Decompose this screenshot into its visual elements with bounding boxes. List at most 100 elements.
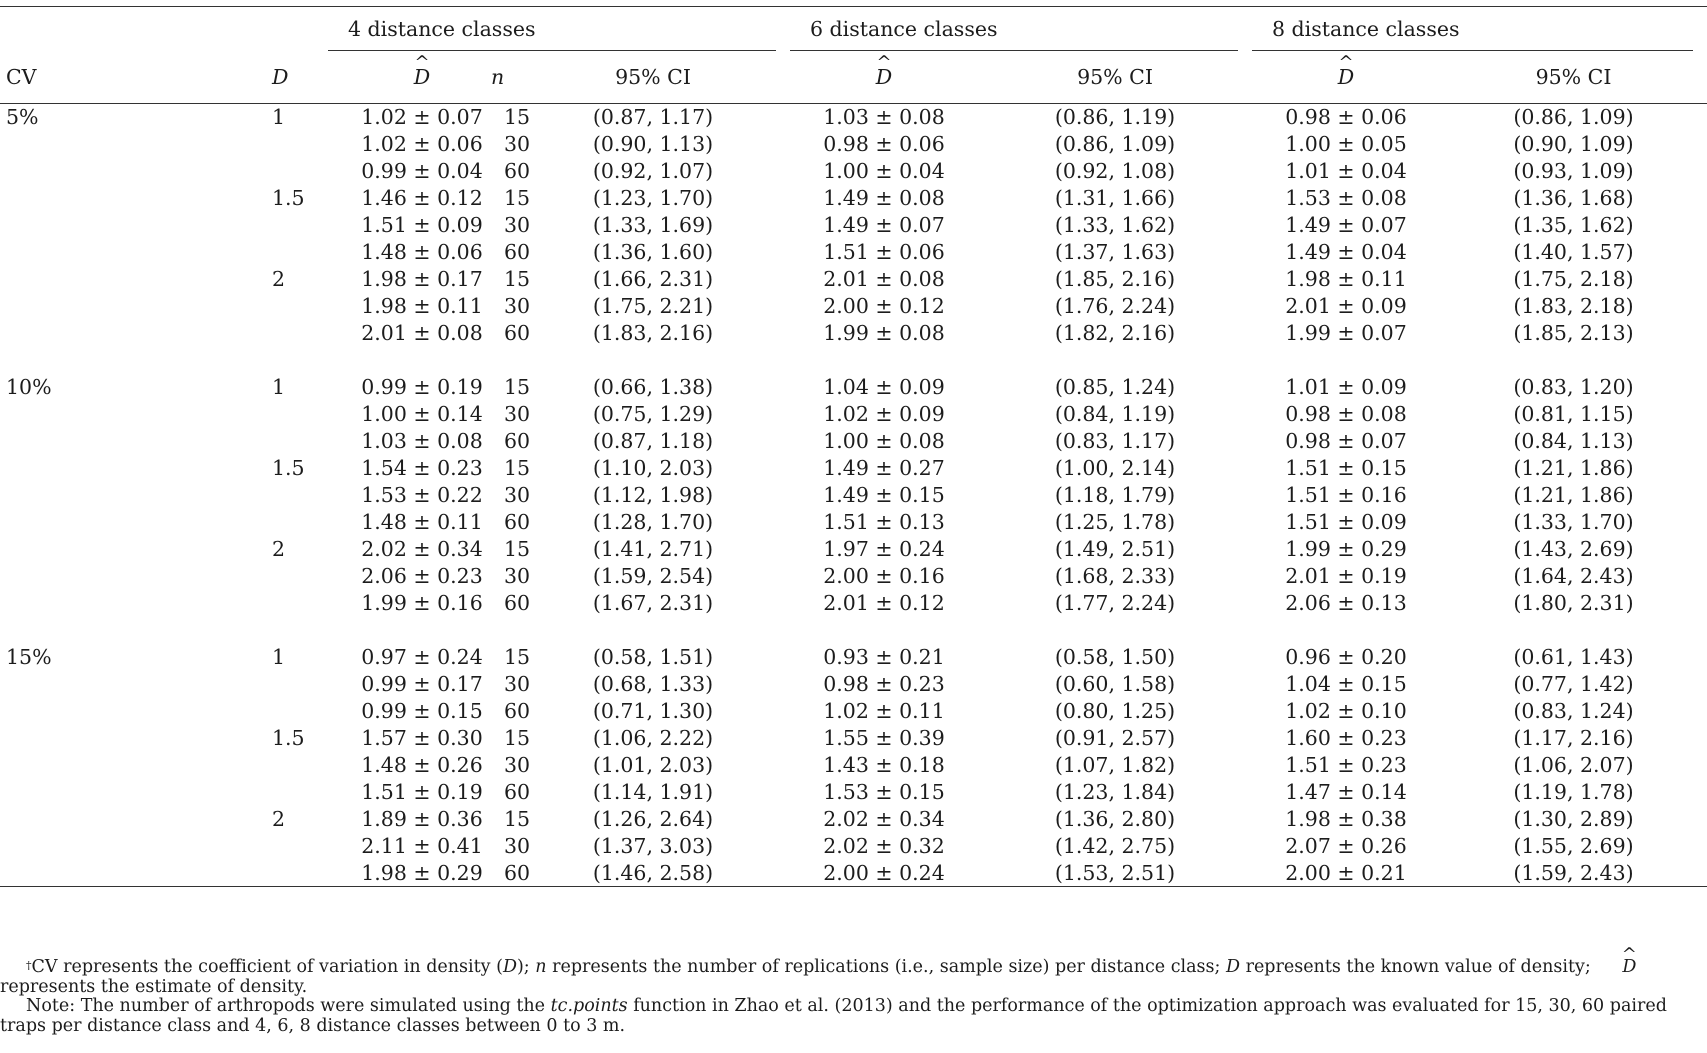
cell-ci: (1.33, 1.62) [1054,213,1176,237]
cell-ci: (1.37, 1.63) [1054,240,1176,264]
cell-n: 60 [504,510,531,534]
cell-ci: (1.75, 2.21) [592,294,714,318]
cell-cv [0,752,130,779]
cell-ci: (1.01, 2.03) [592,753,714,777]
cell-ci: (1.85, 2.13) [1513,321,1634,345]
table-row: 5% 1 15 1.02 ± 0.07 (0.87, 1.17) 1.03 ± 0.08 (… [0,104,1707,131]
cell-ci: (1.26, 2.64) [592,807,714,831]
cell-estimate: 1.51 ± 0.13 [823,510,945,534]
cell-ci: (1.35, 1.62) [1513,213,1634,237]
cell-estimate: 2.02 ± 0.34 [823,807,945,831]
cell-estimate: 1.51 ± 0.19 [361,780,483,804]
cell-n: 15 [504,645,531,669]
cell-cv [0,185,130,212]
cell-n: 30 [504,213,531,237]
cell-cv [0,698,130,725]
table-row: 60 0.99 ± 0.04 (0.92, 1.07) 1.00 ± 0.04 (0.9… [0,158,1707,185]
table-row: 2 15 2.02 ± 0.34 (1.41, 2.71) 1.97 ± 0.24 (1.… [0,536,1707,563]
cell-ci: (1.18, 1.79) [1054,483,1176,507]
cell-estimate: 0.98 ± 0.07 [1285,429,1407,453]
col-header-cv: CV [6,65,37,89]
cell-cv [0,428,130,455]
cell-d [130,482,246,509]
table-row: 1.5 15 1.46 ± 0.12 (1.23, 1.70) 1.49 ± 0.08 (… [0,185,1707,212]
cell-estimate: 0.96 ± 0.20 [1285,645,1407,669]
cell-estimate: 1.53 ± 0.08 [1285,186,1407,210]
cell-estimate: 1.98 ± 0.17 [361,267,483,291]
cell-n: 60 [504,591,531,615]
cell-d [130,860,246,887]
cell-n: 60 [504,321,531,345]
cell-estimate: 1.99 ± 0.16 [361,591,483,615]
cell-ci: (0.71, 1.30) [592,699,714,723]
cell-estimate: 1.51 ± 0.23 [1285,753,1407,777]
cell-ci: (1.07, 1.82) [1054,753,1176,777]
cell-estimate: 1.04 ± 0.09 [823,375,945,399]
cell-ci: (1.36, 1.68) [1513,186,1634,210]
cell-cv [0,320,130,347]
cell-n: 15 [504,807,531,831]
cell-estimate: 1.49 ± 0.04 [1285,240,1407,264]
cell-estimate: 1.48 ± 0.26 [361,753,483,777]
cell-ci: (1.41, 2.71) [592,537,714,561]
cell-cv [0,401,130,428]
cell-d [130,833,246,860]
table-row: 30 1.00 ± 0.14 (0.75, 1.29) 1.02 ± 0.09 (0.8… [0,401,1707,428]
cell-n: 60 [504,780,531,804]
cell-estimate: 2.02 ± 0.32 [823,834,945,858]
cell-estimate: 1.51 ± 0.15 [1285,456,1407,480]
cell-estimate: 0.99 ± 0.19 [361,375,483,399]
cell-d: 1.5 [272,186,305,210]
cell-ci: (0.90, 1.09) [1513,132,1634,156]
cell-estimate: 1.60 ± 0.23 [1285,726,1407,750]
cell-n: 60 [504,860,531,885]
cell-d [130,698,246,725]
cell-ci: (1.31, 1.66) [1054,186,1176,210]
cell-estimate: 2.00 ± 0.12 [823,294,945,318]
cell-ci: (0.68, 1.33) [592,672,714,696]
cell-estimate: 1.00 ± 0.05 [1285,132,1407,156]
table-row: 60 2.01 ± 0.08 (1.83, 2.16) 1.99 ± 0.08 (1.8… [0,320,1707,347]
cell-cv [0,725,130,752]
cell-ci: (1.66, 2.31) [592,267,714,291]
cell-ci: (0.77, 1.42) [1513,672,1634,696]
cell-n: 30 [504,834,531,858]
cell-n: 60 [504,699,531,723]
cell-ci: (1.43, 2.69) [1513,537,1634,561]
cell-ci: (1.68, 2.33) [1054,564,1176,588]
group-header-4-classes: 4 distance classes [328,7,790,51]
block-spacer [0,347,1707,374]
cell-estimate: 2.02 ± 0.34 [361,537,483,561]
cell-ci: (1.21, 1.86) [1513,456,1634,480]
cell-estimate: 1.48 ± 0.06 [361,240,483,264]
cell-cv [0,536,130,563]
table-row: 60 1.51 ± 0.19 (1.14, 1.91) 1.53 ± 0.15 (1.2… [0,779,1707,806]
cell-cv [0,509,130,536]
cell-ci: (1.85, 2.16) [1054,267,1176,291]
table-row: 30 1.48 ± 0.26 (1.01, 2.03) 1.43 ± 0.18 (1.0… [0,752,1707,779]
table-row: 30 1.98 ± 0.11 (1.75, 2.21) 2.00 ± 0.12 (1.7… [0,293,1707,320]
cell-estimate: 1.49 ± 0.07 [1285,213,1407,237]
cell-cv [0,212,130,239]
cell-ci: (1.37, 3.03) [592,834,714,858]
cell-estimate: 1.00 ± 0.08 [823,429,945,453]
cell-ci: (1.23, 1.70) [592,186,714,210]
cell-n: 15 [504,375,531,399]
cell-n: 30 [504,402,531,426]
cell-estimate: 2.01 ± 0.08 [361,321,483,345]
cell-cv [0,779,130,806]
cell-ci: (0.93, 1.09) [1513,159,1634,183]
cell-estimate: 1.51 ± 0.06 [823,240,945,264]
cell-estimate: 2.01 ± 0.08 [823,267,945,291]
cell-d [130,563,246,590]
cell-d: 1 [272,645,286,669]
table-row: 60 1.03 ± 0.08 (0.87, 1.18) 1.00 ± 0.08 (0.8… [0,428,1707,455]
cell-ci: (0.86, 1.19) [1054,105,1176,130]
cell-estimate: 1.02 ± 0.07 [361,105,483,130]
cell-estimate: 1.97 ± 0.24 [823,537,945,561]
cell-ci: (1.10, 2.03) [592,456,714,480]
cell-ci: (1.80, 2.31) [1513,591,1634,615]
cell-cv [0,239,130,266]
cell-ci: (1.30, 2.89) [1513,807,1634,831]
cell-n: 30 [504,294,531,318]
